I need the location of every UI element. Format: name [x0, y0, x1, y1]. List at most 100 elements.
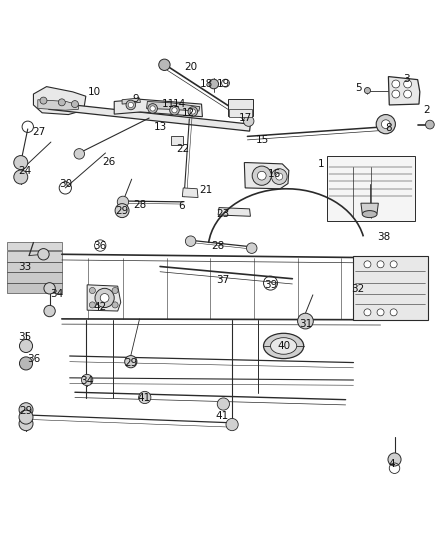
Text: 5: 5	[355, 83, 362, 93]
Text: 39: 39	[264, 280, 277, 290]
Polygon shape	[244, 163, 289, 189]
Circle shape	[364, 309, 371, 316]
Text: 37: 37	[216, 276, 229, 286]
Circle shape	[404, 80, 412, 88]
Bar	[229, 109, 252, 117]
Circle shape	[258, 171, 266, 180]
Circle shape	[426, 120, 434, 129]
Circle shape	[276, 173, 283, 180]
Polygon shape	[49, 102, 251, 131]
Text: 13: 13	[153, 122, 167, 132]
Text: 28: 28	[133, 200, 146, 211]
Text: 29: 29	[124, 358, 138, 368]
Circle shape	[112, 287, 118, 294]
Circle shape	[150, 106, 155, 111]
Circle shape	[44, 282, 55, 294]
Circle shape	[117, 196, 129, 207]
Circle shape	[128, 102, 134, 108]
Circle shape	[14, 170, 28, 184]
Polygon shape	[218, 207, 251, 216]
Text: 18: 18	[200, 79, 213, 89]
Circle shape	[71, 101, 78, 108]
Circle shape	[217, 398, 230, 410]
Text: 32: 32	[351, 284, 364, 294]
Ellipse shape	[271, 338, 297, 354]
Circle shape	[38, 248, 49, 260]
Text: 19: 19	[217, 79, 230, 89]
Circle shape	[390, 261, 397, 268]
Circle shape	[74, 149, 85, 159]
Circle shape	[126, 100, 136, 110]
Polygon shape	[389, 77, 420, 105]
Circle shape	[377, 309, 384, 316]
Bar	[7, 283, 62, 293]
Circle shape	[170, 106, 179, 115]
Circle shape	[19, 357, 32, 370]
Polygon shape	[361, 203, 378, 213]
Circle shape	[185, 236, 196, 246]
Circle shape	[392, 80, 400, 88]
Text: 15: 15	[256, 135, 269, 145]
Circle shape	[100, 294, 109, 302]
Text: 36: 36	[94, 240, 107, 251]
Circle shape	[14, 156, 28, 169]
Circle shape	[272, 169, 287, 184]
Text: 16: 16	[268, 169, 282, 179]
Bar	[327, 156, 415, 221]
Circle shape	[247, 243, 257, 253]
Text: 26: 26	[102, 157, 116, 167]
Polygon shape	[33, 87, 86, 115]
Circle shape	[404, 90, 412, 98]
Circle shape	[44, 305, 55, 317]
Polygon shape	[38, 100, 78, 110]
Circle shape	[388, 453, 401, 466]
Text: 29: 29	[116, 206, 129, 216]
Text: 35: 35	[18, 332, 32, 342]
Text: 2: 2	[423, 105, 430, 115]
Text: 12: 12	[182, 108, 195, 118]
Ellipse shape	[362, 211, 377, 217]
Text: 30: 30	[59, 180, 72, 189]
Circle shape	[297, 313, 313, 329]
Text: 34: 34	[81, 376, 94, 386]
Bar	[7, 272, 62, 283]
Text: 31: 31	[299, 319, 312, 329]
Circle shape	[19, 417, 33, 431]
Text: 9: 9	[133, 94, 139, 104]
Bar	[7, 251, 62, 262]
Circle shape	[115, 204, 129, 217]
Text: 11: 11	[162, 99, 175, 109]
Text: 34: 34	[50, 288, 63, 298]
Circle shape	[172, 108, 177, 113]
Text: 4: 4	[388, 459, 395, 469]
Circle shape	[188, 107, 198, 116]
Circle shape	[377, 261, 384, 268]
Circle shape	[381, 120, 390, 128]
Bar	[7, 243, 62, 250]
Circle shape	[376, 115, 396, 134]
Bar	[171, 135, 183, 145]
Circle shape	[40, 97, 47, 104]
Circle shape	[19, 410, 33, 424]
Polygon shape	[147, 101, 200, 111]
Text: 10: 10	[88, 87, 101, 97]
Text: 23: 23	[217, 209, 230, 219]
Polygon shape	[122, 98, 141, 104]
Circle shape	[148, 103, 157, 113]
Polygon shape	[114, 99, 202, 117]
Circle shape	[390, 309, 397, 316]
Circle shape	[244, 116, 254, 126]
Circle shape	[209, 79, 219, 89]
Text: 33: 33	[18, 262, 32, 272]
Text: 6: 6	[179, 201, 185, 211]
Circle shape	[139, 391, 151, 403]
Circle shape	[19, 403, 33, 417]
Circle shape	[252, 166, 272, 185]
Circle shape	[190, 109, 195, 114]
Text: 38: 38	[378, 232, 391, 242]
Bar	[353, 256, 427, 320]
Text: 3: 3	[403, 74, 410, 84]
Text: 28: 28	[212, 240, 225, 251]
Circle shape	[112, 302, 118, 308]
Polygon shape	[182, 188, 198, 198]
